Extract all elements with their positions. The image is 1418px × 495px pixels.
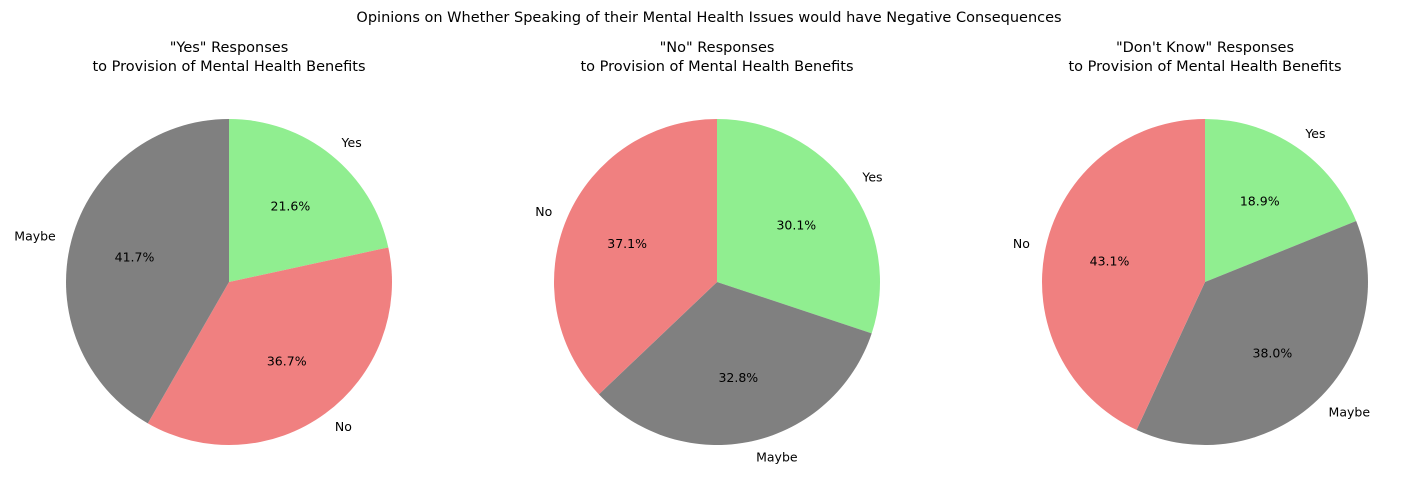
pie-category-label-maybe: Maybe [14,228,56,243]
pie-category-label-yes: Yes [861,170,882,185]
pie-title-line-2: to Provision of Mental Health Benefits [580,59,853,75]
pie-category-label-maybe: Maybe [1329,404,1371,419]
pie-chart-2: "No" Responses to Provision of Mental Hea… [535,40,882,464]
pie-percent-label-yes: 30.1% [776,217,816,232]
pie-slice-yes [229,119,389,282]
pie-slice-no [553,119,717,395]
pie-percent-label-no: 43.1% [1090,253,1130,268]
pie-percent-label-maybe: 41.7% [115,249,155,264]
pie-percent-label-no: 36.7% [267,353,307,368]
pie-slice-yes [1205,119,1357,282]
pie-percent-label-no: 37.1% [607,236,647,251]
pie-title-line-1: "No" Responses [660,40,775,56]
pie-category-label-yes: Yes [341,135,362,150]
pie-slice-no [1042,119,1205,430]
pie-category-label-no: No [335,419,352,434]
pie-title-line-2: to Provision of Mental Health Benefits [1068,59,1341,75]
pie-title-line-2: to Provision of Mental Health Benefits [92,59,365,75]
pie-category-label-yes: Yes [1304,126,1325,141]
charts-container: "Yes" Responses to Provision of Mental He… [14,40,1370,464]
pie-slice-maybe [598,282,872,446]
pie-title-line-1: "Yes" Responses [170,40,289,56]
pie-slice-no [147,247,392,445]
pie-slice-maybe [1136,221,1368,445]
pie-title-line-1: "Don't Know" Responses [1116,40,1294,56]
pie-category-label-maybe: Maybe [756,449,798,464]
pie-percent-label-maybe: 32.8% [718,370,758,385]
pie-category-label-no: No [535,204,552,219]
pie-percent-label-yes: 21.6% [271,198,311,213]
figure-suptitle: Opinions on Whether Speaking of their Me… [356,10,1061,26]
pie-chart-3: "Don't Know" Responses to Provision of Me… [1013,40,1370,445]
pie-slice-yes [717,119,880,334]
pie-percent-label-yes: 18.9% [1240,193,1280,208]
pie-chart-1: "Yes" Responses to Provision of Mental He… [14,40,392,445]
pie-percent-label-maybe: 38.0% [1253,345,1293,360]
pie-category-label-no: No [1013,236,1030,251]
pie-slice-maybe [66,119,229,424]
